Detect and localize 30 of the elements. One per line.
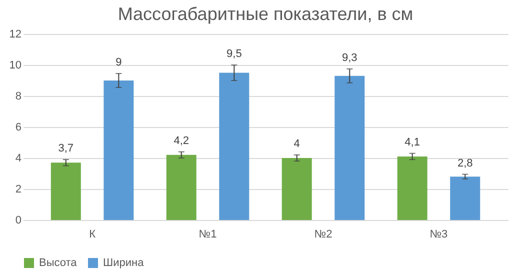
data-label: 3,7 (58, 142, 74, 155)
x-tick-label: №3 (430, 228, 448, 240)
x-tick-label: №2 (314, 228, 332, 240)
y-tick-label: 6 (15, 122, 22, 134)
y-tick-label: 4 (15, 152, 22, 164)
chart-title: Массогабаритные показатели, в см (118, 4, 414, 24)
y-tick-label: 10 (9, 60, 22, 72)
bar (282, 158, 312, 220)
bar (104, 80, 134, 220)
bar (334, 76, 365, 220)
bar (450, 176, 480, 220)
x-tick-label: №1 (198, 228, 217, 240)
bar (166, 154, 196, 220)
data-label: 9,3 (342, 52, 358, 64)
bar (50, 162, 81, 220)
legend-label: Высота (39, 257, 78, 269)
data-label: 2,8 (457, 157, 473, 170)
data-label: 4,2 (174, 134, 190, 147)
data-label: 9 (116, 56, 122, 69)
y-tick-label: 2 (15, 184, 22, 196)
x-tick-label: К (89, 228, 96, 240)
data-label: 4 (294, 138, 300, 150)
bar (397, 156, 428, 220)
bar (219, 72, 250, 220)
y-tick-label: 8 (15, 90, 22, 102)
data-label: 9,5 (226, 48, 242, 60)
legend-label: Ширина (103, 257, 145, 269)
y-tick-label: 12 (9, 28, 22, 40)
y-tick-label: 0 (15, 214, 22, 226)
data-label: 4,1 (404, 136, 420, 148)
